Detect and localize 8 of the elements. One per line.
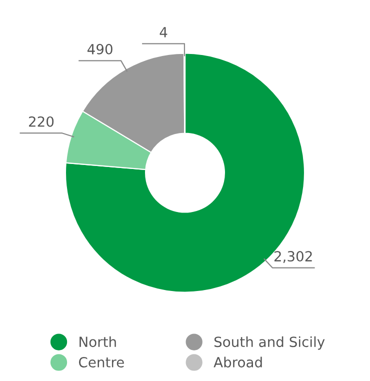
data-label: 220: [28, 116, 54, 127]
data-label: 490: [88, 44, 112, 54]
data-label: 4: [160, 27, 168, 38]
legend-label: Abroad: [214, 356, 262, 368]
legend-label: North: [80, 336, 116, 348]
legend-label: South and Sicily: [214, 336, 325, 350]
data-label: 2,302: [274, 251, 312, 263]
legend-label: Centre: [78, 356, 124, 368]
